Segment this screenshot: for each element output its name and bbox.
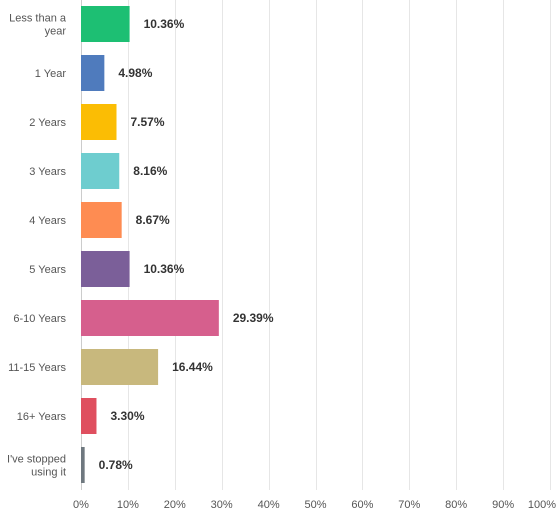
x-tick-label: 40% — [258, 499, 280, 510]
bar — [81, 6, 130, 42]
bar — [81, 153, 120, 189]
category-label: 2 Years — [29, 117, 66, 129]
bar — [81, 349, 159, 385]
value-labels: 10.36% 4.98% 7.57% 8.16% 8.67% 10.36% 29.39% 16… — [99, 17, 274, 472]
category-label: 16+ Years — [17, 411, 67, 423]
category-label: I've stopped — [7, 454, 66, 466]
x-tick-label: 100% — [528, 499, 556, 510]
bar — [81, 104, 117, 140]
gridlines — [81, 0, 551, 490]
data-label: 4.98% — [118, 66, 152, 80]
x-tick-label: 0% — [73, 499, 89, 510]
data-label: 8.67% — [136, 213, 170, 227]
category-label: Less than a — [9, 13, 67, 25]
category-label: 4 Years — [29, 215, 66, 227]
x-tick-label: 70% — [398, 499, 420, 510]
x-tick-label: 80% — [445, 499, 467, 510]
bar — [81, 55, 105, 91]
bar — [81, 251, 130, 287]
x-tick-label: 90% — [492, 499, 514, 510]
data-label: 16.44% — [172, 360, 213, 374]
bar — [81, 398, 97, 434]
category-label: 6-10 Years — [13, 313, 66, 325]
x-axis-ticks: 0% 10% 20% 30% 40% 50% 60% 70% 80% 90% 100% — [73, 499, 556, 510]
bar — [81, 202, 122, 238]
category-label: year — [45, 26, 67, 38]
x-tick-label: 60% — [351, 499, 373, 510]
data-label: 10.36% — [144, 262, 185, 276]
category-label: 11-15 Years — [8, 362, 66, 374]
data-label: 8.16% — [133, 164, 167, 178]
x-tick-label: 10% — [117, 499, 139, 510]
bar — [81, 447, 85, 483]
category-label: 3 Years — [29, 166, 66, 178]
bar — [81, 300, 219, 336]
data-label: 7.57% — [131, 115, 165, 129]
bars — [81, 6, 219, 483]
x-tick-label: 50% — [304, 499, 326, 510]
data-label: 10.36% — [144, 17, 185, 31]
x-tick-label: 20% — [164, 499, 186, 510]
data-label: 3.30% — [110, 409, 144, 423]
data-label: 29.39% — [233, 311, 274, 325]
data-label: 0.78% — [99, 458, 133, 472]
category-label: 5 Years — [29, 264, 66, 276]
x-tick-label: 30% — [211, 499, 233, 510]
category-label: 1 Year — [35, 68, 67, 80]
category-label: using it — [31, 467, 66, 479]
